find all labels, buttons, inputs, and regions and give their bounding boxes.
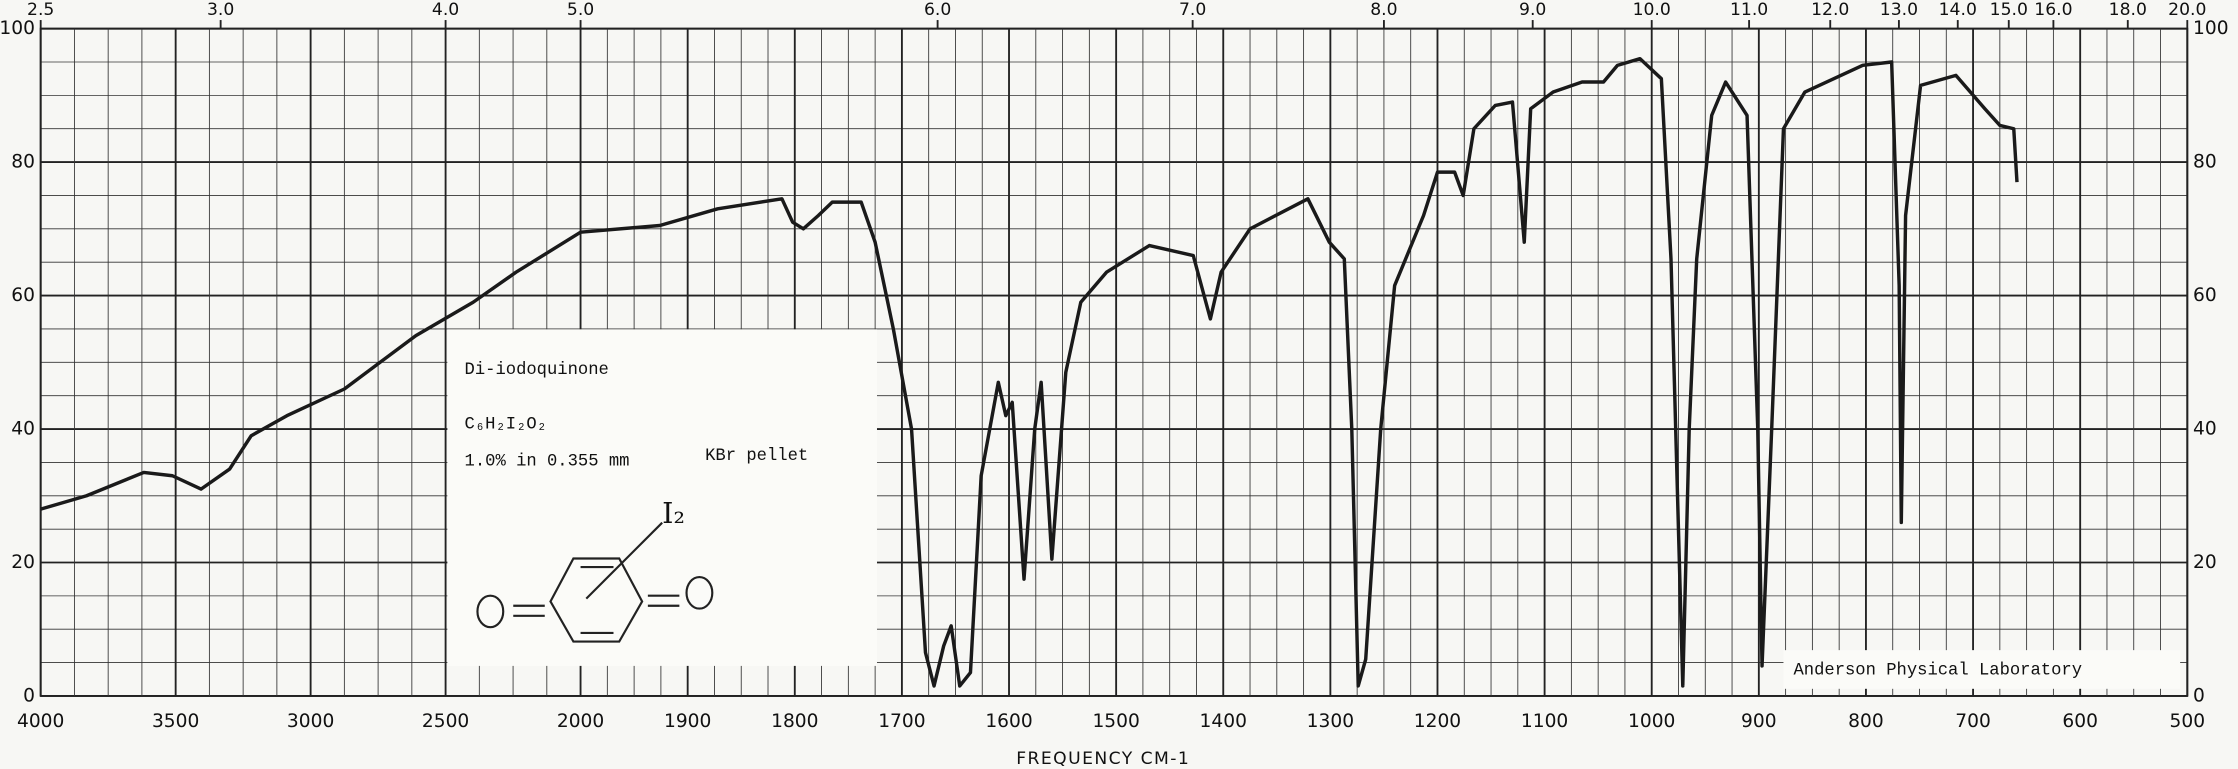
marks <box>40 56 2019 688</box>
top-tick-label: 20.0 <box>2168 0 2206 20</box>
x-tick-label: 900 <box>1741 711 1777 732</box>
top-tick-label: 13.0 <box>1880 0 1918 20</box>
compound-name: Di-iodoquinone <box>465 361 609 380</box>
x-tick-label: 1200 <box>1414 711 1461 732</box>
top-tick-label: 8.0 <box>1370 0 1397 20</box>
x-tick-label: 1600 <box>985 711 1032 732</box>
top-tick-label: 6.0 <box>924 0 951 20</box>
y-tick-label: 0 <box>23 685 35 706</box>
top-tick-label: 4.0 <box>432 0 459 20</box>
x-tick-label: 700 <box>1955 711 1991 732</box>
top-tick-label: 5.0 <box>567 0 594 20</box>
x-tick-label: 1000 <box>1628 711 1675 732</box>
top-tick-label: 15.0 <box>1990 0 2028 20</box>
x-tick-label: 1100 <box>1521 711 1568 732</box>
x-tick-label: 600 <box>2062 711 2098 732</box>
top-tick-label: 3.0 <box>207 0 234 20</box>
x-tick-label: 1500 <box>1092 711 1139 732</box>
substituent-label: I₂ <box>662 496 685 530</box>
x-tick-label: 3000 <box>287 711 334 732</box>
y-tick-label: 100 <box>0 18 35 39</box>
structure <box>476 521 714 643</box>
lab-box <box>1783 650 2181 689</box>
y-tick-label-right: 100 <box>2193 18 2229 39</box>
x-tick-label: 1400 <box>1200 711 1247 732</box>
top-tick-label: 12.0 <box>1811 0 1849 20</box>
x-axis-label: FREQUENCY CM-1 <box>1016 749 1190 769</box>
x-tick-label: 3500 <box>152 711 199 732</box>
x-tick-label: 1300 <box>1307 711 1354 732</box>
x-tick-label: 2500 <box>422 711 469 732</box>
formula: C₆H₂I₂O₂ <box>465 415 547 434</box>
top-tick-label: 16.0 <box>2034 0 2072 20</box>
concentration: 1.0% in 0.355 mm <box>465 453 630 472</box>
x-tick-label: 800 <box>1848 711 1884 732</box>
lab-name: Anderson Physical Laboratory <box>1793 662 2082 681</box>
note-box <box>447 329 877 666</box>
top-tick-label: 11.0 <box>1730 0 1768 20</box>
spectrum-line <box>40 56 2019 688</box>
x-tick-label: 1700 <box>878 711 925 732</box>
x-tick-label: 500 <box>2170 711 2206 732</box>
y-tick-label: 40 <box>11 419 35 440</box>
top-tick-label: 10.0 <box>1633 0 1671 20</box>
y-tick-label: 20 <box>11 552 35 573</box>
x-tick-label: 1900 <box>664 711 711 732</box>
y-tick-label-right: 0 <box>2193 685 2205 706</box>
y-tick-label-right: 40 <box>2193 419 2217 440</box>
y-tick-label-right: 20 <box>2193 552 2217 573</box>
top-tick-label: 18.0 <box>2109 0 2147 20</box>
top-tick-label: 9.0 <box>1519 0 1546 20</box>
y-tick-label: 60 <box>11 285 35 306</box>
y-tick-label-right: 60 <box>2193 285 2217 306</box>
top-tick-label: 2.5 <box>27 0 54 20</box>
y-tick-label-right: 80 <box>2193 152 2217 173</box>
x-tick-label: 2000 <box>557 711 604 732</box>
medium: KBr pellet <box>705 447 808 466</box>
x-tick-label: 4000 <box>17 711 64 732</box>
x-tick-label: 1800 <box>771 711 818 732</box>
y-tick-label: 80 <box>11 152 35 173</box>
top-tick-label: 14.0 <box>1939 0 1977 20</box>
annotations: Di-iodoquinone C₆H₂I₂O₂ 1.0% in 0.355 mm… <box>447 329 2181 689</box>
top-tick-label: 7.0 <box>1179 0 1206 20</box>
